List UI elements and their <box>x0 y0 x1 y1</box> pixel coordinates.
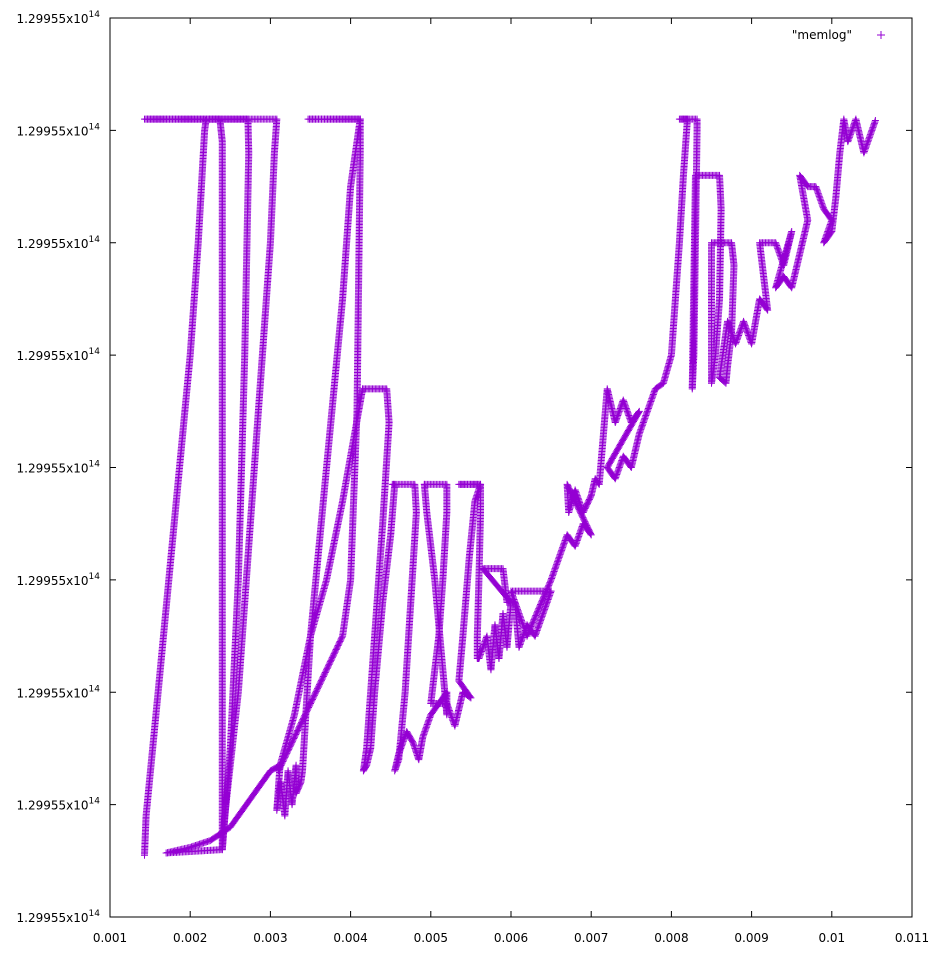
data-layer <box>140 115 879 859</box>
